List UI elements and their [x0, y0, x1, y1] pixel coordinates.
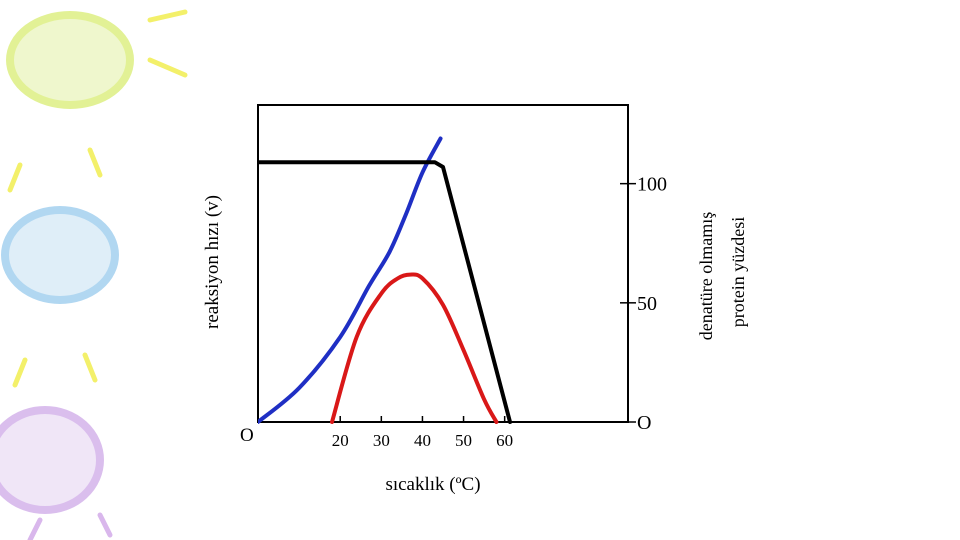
right-axis-label-line-2: protein yüzdesi	[728, 217, 748, 327]
x-tick-label-40: 40	[414, 431, 431, 450]
x-tick-label-60: 60	[496, 431, 513, 450]
right-axis-label-line-1: denatüre olmamış	[696, 212, 716, 340]
series-line-0	[258, 136, 443, 424]
series-layer	[258, 136, 513, 424]
x-axis-tick-labels: 20 30 40 50 60	[332, 431, 513, 450]
right-axis-tick-labels: O 50 100	[637, 174, 667, 434]
left-axis-origin-label: O	[240, 425, 254, 446]
left-axis-label: reaksiyon hızı (v)	[202, 195, 223, 329]
series-line-2	[258, 160, 513, 424]
x-axis-label: sıcaklık (ºC)	[385, 474, 480, 495]
series-line-1	[330, 272, 499, 424]
right-tick-label-100: 100	[637, 174, 667, 196]
x-tick-label-30: 30	[373, 431, 390, 450]
x-axis-ticks	[339, 416, 506, 422]
right-tick-label-50: 50	[637, 293, 657, 315]
plot-frame	[257, 104, 629, 423]
right-tick-label-0: O	[637, 412, 651, 434]
right-axis-ticks	[620, 182, 636, 423]
x-tick-label-50: 50	[455, 431, 472, 450]
x-tick-label-20: 20	[332, 431, 349, 450]
